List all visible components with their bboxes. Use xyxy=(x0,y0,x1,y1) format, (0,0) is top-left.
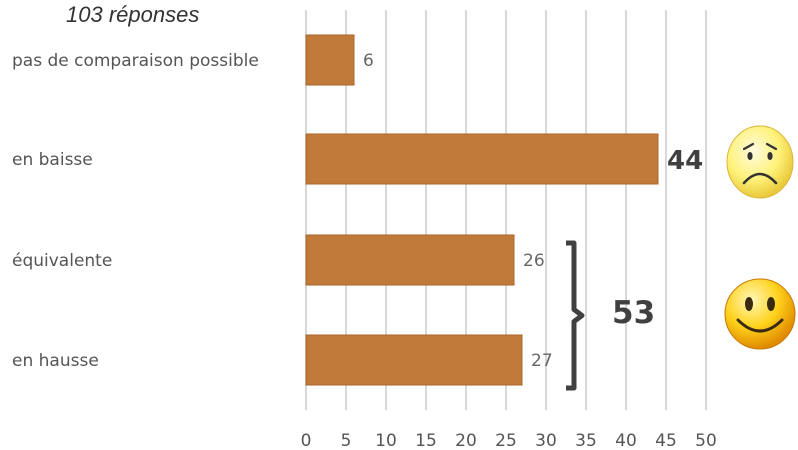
x-tick-label: 0 xyxy=(301,431,312,450)
x-tick-label: 10 xyxy=(375,431,397,450)
value-label: 26 xyxy=(523,251,545,271)
chart-subtitle: 103 réponses xyxy=(66,2,200,27)
x-tick-label: 35 xyxy=(575,431,597,450)
value-label: 6 xyxy=(363,51,374,71)
x-tick-label: 20 xyxy=(455,431,477,450)
x-tick-label: 50 xyxy=(695,431,717,450)
x-tick-label: 45 xyxy=(655,431,677,450)
bar xyxy=(305,234,515,286)
group-total-label: 53 xyxy=(612,295,655,331)
group-bracket xyxy=(566,240,585,391)
sad-face-icon xyxy=(726,125,794,199)
value-label: 44 xyxy=(667,146,703,176)
category-label: pas de comparaison possible xyxy=(12,51,259,71)
bar xyxy=(305,133,659,185)
bar xyxy=(305,34,355,86)
smiley-face-icon xyxy=(724,278,796,350)
x-tick-label: 30 xyxy=(535,431,557,450)
category-label: en hausse xyxy=(12,351,99,371)
category-label: en baisse xyxy=(12,150,93,170)
bar xyxy=(305,334,523,386)
value-label: 27 xyxy=(531,351,553,371)
category-label: équivalente xyxy=(12,251,112,271)
x-tick-label: 15 xyxy=(415,431,437,450)
x-tick-label: 25 xyxy=(495,431,517,450)
x-tick-label: 40 xyxy=(615,431,637,450)
x-tick-label: 5 xyxy=(341,431,352,450)
